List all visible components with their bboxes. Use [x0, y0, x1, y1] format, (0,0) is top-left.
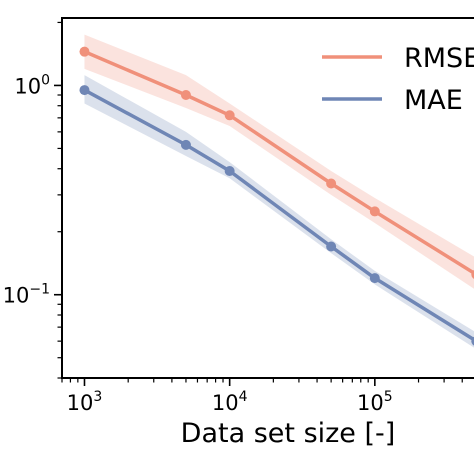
y-tick-label: 10−1: [3, 282, 50, 308]
mae-point: [471, 336, 474, 346]
rmse-point: [224, 110, 235, 121]
mae-point: [369, 273, 380, 284]
rmse-point: [79, 46, 90, 57]
x-axis-label: Data set size [-]: [181, 418, 396, 449]
y-tick-label: 100: [14, 72, 50, 98]
rmse-point: [326, 178, 337, 189]
rmse-point: [471, 269, 474, 279]
mae-legend-label: MAE: [404, 85, 463, 116]
rmse-point: [180, 90, 191, 101]
rmse-legend-label: RMSE: [404, 43, 474, 74]
rmse-band: [84, 34, 474, 289]
y-axis-ticks: 100 10−1: [3, 21, 62, 379]
series-points: [79, 46, 474, 346]
x-tick-label: 105: [357, 389, 393, 415]
mae-point: [180, 139, 191, 150]
mae-point: [79, 85, 90, 96]
x-axis-ticks: 103 104 105: [61, 378, 463, 415]
x-tick-label: 104: [212, 389, 248, 415]
mae-point: [326, 241, 337, 252]
x-tick-label: 103: [67, 389, 103, 415]
legend: RMSE MAE: [322, 43, 474, 116]
plot-frame: [61, 17, 474, 379]
mae-point: [224, 166, 235, 177]
rmse-point: [369, 206, 380, 217]
